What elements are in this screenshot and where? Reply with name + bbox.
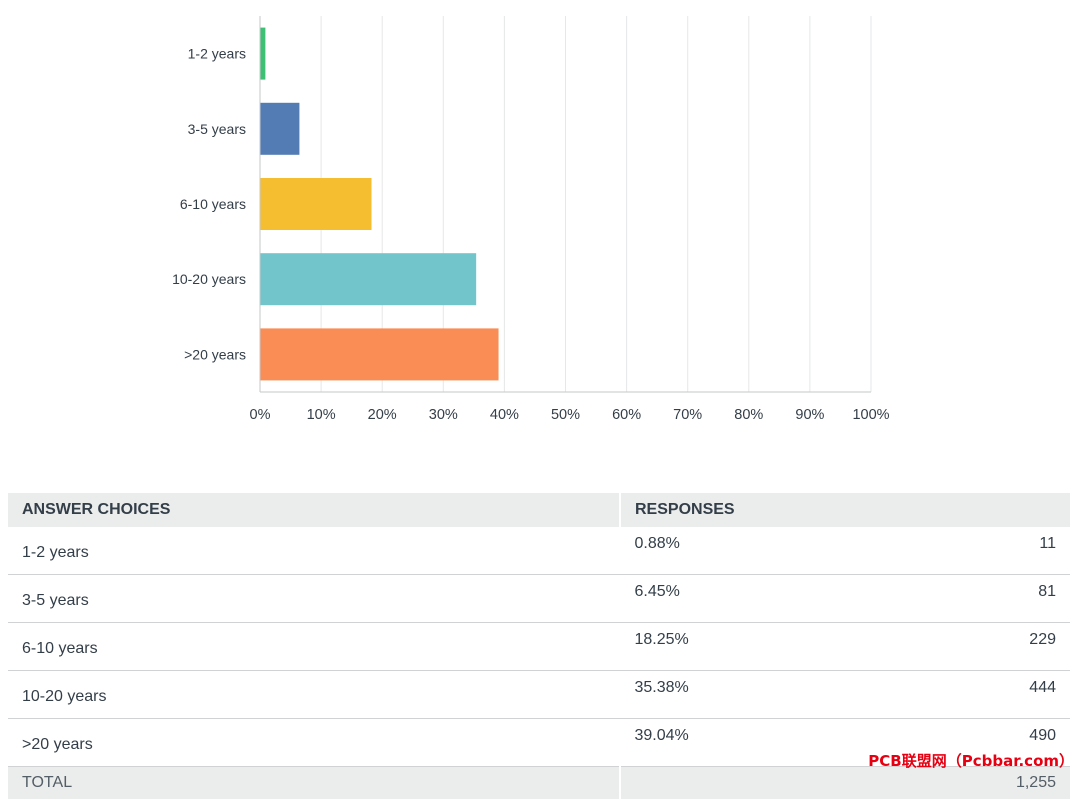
watermark: PCB联盟网（Pcbbar.com） bbox=[868, 750, 1074, 771]
table-total-row: TOTAL 1,255 bbox=[8, 767, 1070, 799]
response-count: 11 bbox=[845, 527, 1070, 575]
bar bbox=[261, 253, 477, 305]
answer-choice: >20 years bbox=[8, 719, 620, 767]
x-tick-label: 30% bbox=[429, 407, 458, 423]
x-tick-label: 40% bbox=[490, 407, 519, 423]
x-tick-label: 10% bbox=[307, 407, 336, 423]
x-tick-label: 70% bbox=[673, 407, 702, 423]
x-tick-label: 0% bbox=[250, 407, 271, 423]
category-label: 1-2 years bbox=[188, 46, 246, 62]
response-percent: 35.38% bbox=[620, 671, 845, 719]
x-axis-ticks: 0% 10% 20% 30% 40% 50% 60% 70% 80% 90% 100% bbox=[250, 407, 890, 423]
table-row: 3-5 years 6.45% 81 bbox=[8, 575, 1070, 623]
table-header-row: ANSWER CHOICES RESPONSES bbox=[8, 493, 1070, 527]
category-label: 10-20 years bbox=[172, 271, 246, 287]
answer-choice: 1-2 years bbox=[8, 527, 620, 575]
response-count: 229 bbox=[845, 623, 1070, 671]
response-count: 444 bbox=[845, 671, 1070, 719]
bar-chart: 1-2 years 3-5 years 6-10 years 10-20 years >… bbox=[0, 0, 1080, 440]
response-percent: 0.88% bbox=[620, 527, 845, 575]
x-tick-label: 80% bbox=[734, 407, 763, 423]
header-responses: RESPONSES bbox=[620, 493, 1070, 527]
table-row: 1-2 years 0.88% 11 bbox=[8, 527, 1070, 575]
total-value: 1,255 bbox=[845, 767, 1070, 799]
bar bbox=[261, 103, 300, 155]
category-labels: 1-2 years 3-5 years 6-10 years 10-20 years >… bbox=[172, 46, 246, 363]
x-tick-label: 50% bbox=[551, 407, 580, 423]
response-count: 81 bbox=[845, 575, 1070, 623]
answer-choice: 10-20 years bbox=[8, 671, 620, 719]
bar bbox=[261, 28, 266, 80]
bar bbox=[261, 178, 372, 230]
response-percent: 18.25% bbox=[620, 623, 845, 671]
x-tick-label: 90% bbox=[795, 407, 824, 423]
x-tick-label: 60% bbox=[612, 407, 641, 423]
answer-choice: 3-5 years bbox=[8, 575, 620, 623]
category-label: 3-5 years bbox=[188, 121, 246, 137]
total-label: TOTAL bbox=[8, 767, 620, 799]
total-spacer bbox=[620, 767, 845, 799]
chart-bars bbox=[261, 28, 499, 381]
category-label: 6-10 years bbox=[180, 196, 246, 212]
response-percent: 39.04% bbox=[620, 719, 845, 767]
x-tick-label: 20% bbox=[368, 407, 397, 423]
response-percent: 6.45% bbox=[620, 575, 845, 623]
header-answer-choices: ANSWER CHOICES bbox=[8, 493, 620, 527]
answer-choice: 6-10 years bbox=[8, 623, 620, 671]
category-label: >20 years bbox=[184, 346, 246, 362]
table-row: 10-20 years 35.38% 444 bbox=[8, 671, 1070, 719]
table-row: 6-10 years 18.25% 229 bbox=[8, 623, 1070, 671]
bar bbox=[261, 328, 499, 380]
x-tick-label: 100% bbox=[852, 407, 889, 423]
